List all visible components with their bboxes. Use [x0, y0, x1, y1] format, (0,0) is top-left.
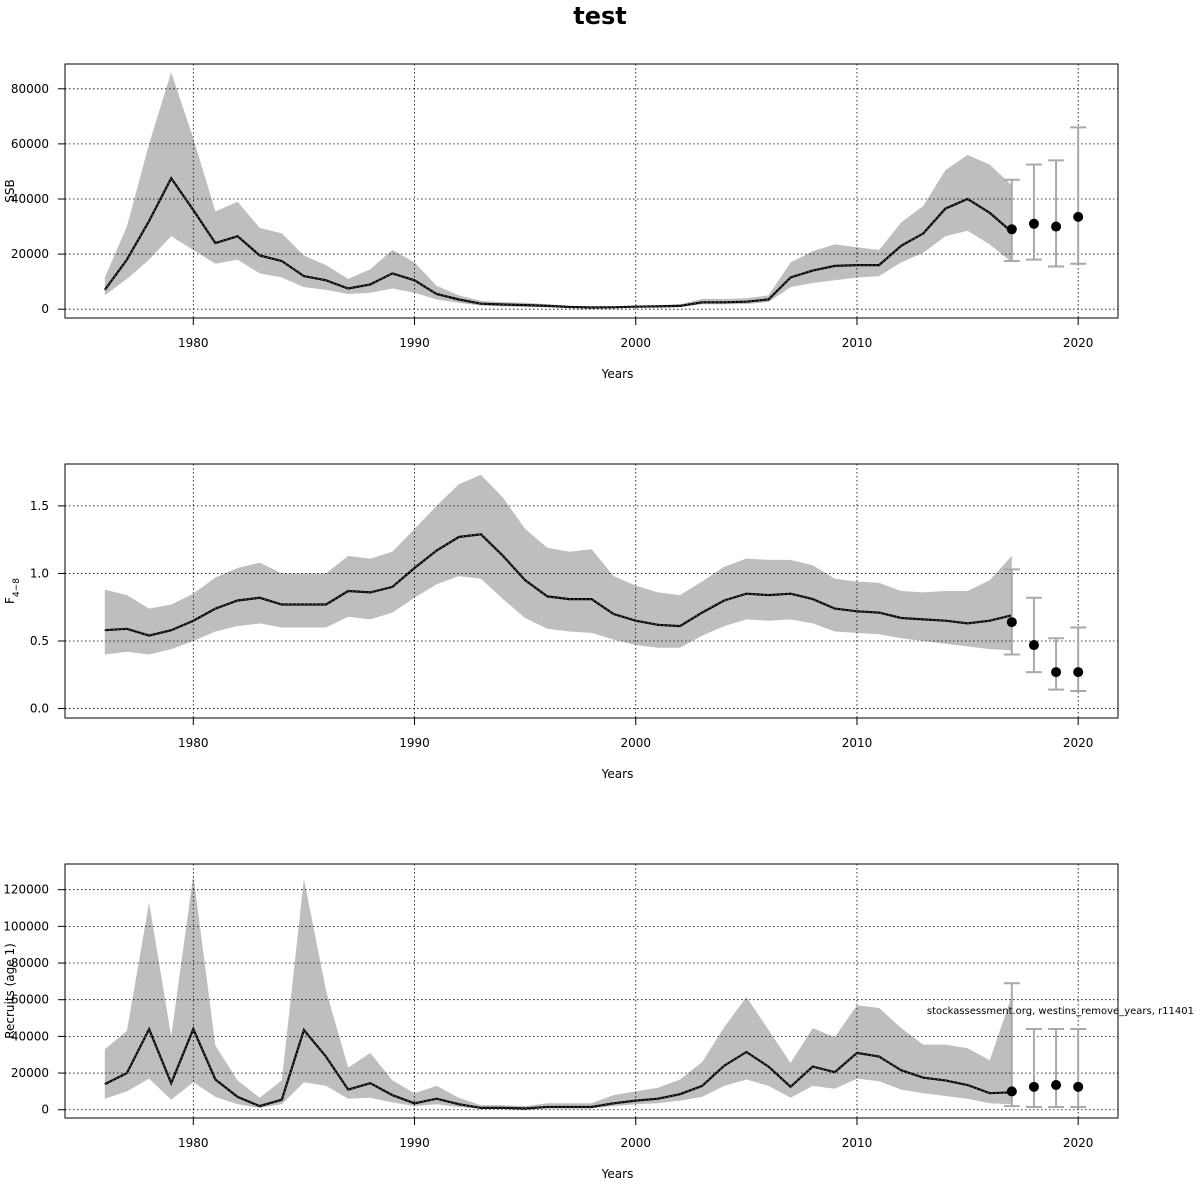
- recruits-forecast-point-2019: [1051, 1079, 1062, 1090]
- recruits-plot-frame: [64, 863, 1119, 1119]
- f-ytick-label-1.5: 1.5: [30, 499, 49, 513]
- recruits-xtick-label-2010: 2010: [842, 1136, 873, 1150]
- ssb-forecast-point-2020: [1073, 211, 1084, 222]
- ssb-plot-frame: [64, 63, 1119, 319]
- f-ytick-label-1.0: 1.0: [30, 566, 49, 580]
- ssb-forecast-point-2018: [1028, 218, 1039, 229]
- ssb-estimate-line-dots: [104, 177, 1013, 309]
- panel-fishing-mortality: 1980 1990 2000 2010 2020 0.0 0.5 1.0 1.5 Years F4−…: [3, 463, 1119, 781]
- ssb-xlabel: Years: [601, 367, 634, 381]
- recruits-ytick-label-100000: 100000: [3, 919, 49, 933]
- recruits-xtick-label-2000: 2000: [620, 1136, 651, 1150]
- f-xtick-label-1990: 1990: [399, 736, 430, 750]
- footnote: stockassessment.org, westins_remove_year…: [927, 1006, 1194, 1017]
- recruits-ytick-label-20000: 20000: [11, 1066, 49, 1080]
- panel-recruits: 1980 1990 2000 2010 2020 0 20000 40000 60000 8000…: [3, 863, 1119, 1181]
- ssb-forecast-point-2019: [1051, 221, 1062, 232]
- recruits-xtick-label-2020: 2020: [1063, 1136, 1094, 1150]
- recruits-forecast-point-2017: [1006, 1086, 1017, 1097]
- recruits-ytick-label-80000: 80000: [11, 956, 49, 970]
- chart-title: test: [573, 2, 627, 30]
- recruits-xtick-label-1990: 1990: [399, 1136, 430, 1150]
- recruits-forecast-point-2020: [1073, 1081, 1084, 1092]
- ssb-xtick-label-2010: 2010: [842, 336, 873, 350]
- recruits-ylabel: Recruits (age 1): [3, 943, 17, 1039]
- f-confidence-band: [104, 474, 1012, 655]
- ssb-forecast-point-2017: [1006, 224, 1017, 235]
- f-plot-frame: [64, 463, 1119, 719]
- ssb-xtick-label-1980: 1980: [178, 336, 209, 350]
- ssb-confidence-band: [104, 72, 1012, 309]
- recruits-ytick-label-0: 0: [41, 1103, 49, 1117]
- recruits-ytick-label-120000: 120000: [3, 883, 49, 897]
- recruits-forecast-point-2018: [1028, 1081, 1039, 1092]
- f-xtick-label-1980: 1980: [178, 736, 209, 750]
- f-xtick-label-2000: 2000: [620, 736, 651, 750]
- ssb-ytick-label-20000: 20000: [11, 247, 49, 261]
- recruits-xlabel: Years: [601, 1167, 634, 1181]
- ssb-xtick-label-1990: 1990: [399, 336, 430, 350]
- panel-ssb: 1980 1990 2000 2010 2020 0 20000 40000 60000 8000…: [3, 63, 1119, 381]
- f-forecast-point-2019: [1051, 667, 1062, 678]
- f-ylabel-subscript: 4−8: [12, 578, 22, 597]
- f-xlabel: Years: [601, 767, 634, 781]
- f-xtick-label-2010: 2010: [842, 736, 873, 750]
- ssb-ytick-label-60000: 60000: [11, 137, 49, 151]
- ssb-ylabel: SSB: [3, 179, 17, 202]
- ssb-ytick-label-80000: 80000: [11, 82, 49, 96]
- f-xtick-label-2020: 2020: [1063, 736, 1094, 750]
- f-forecast-point-2020: [1073, 667, 1084, 678]
- ssb-xtick-label-2020: 2020: [1063, 336, 1094, 350]
- f-ylabel: F4−8: [3, 578, 22, 604]
- recruits-ytick-label-40000: 40000: [11, 1029, 49, 1043]
- f-ytick-label-0.5: 0.5: [30, 634, 49, 648]
- ssb-xtick-label-2000: 2000: [620, 336, 651, 350]
- f-forecast-point-2017: [1006, 617, 1017, 628]
- recruits-xtick-label-1980: 1980: [178, 1136, 209, 1150]
- recruits-estimate-line-dots: [104, 1027, 1012, 1110]
- f-ytick-label-0.0: 0.0: [30, 702, 49, 716]
- recruits-confidence-band: [104, 875, 1012, 1109]
- ssb-ytick-label-40000: 40000: [11, 192, 49, 206]
- f-estimate-line-dots: [104, 533, 1012, 637]
- ssb-ytick-label-0: 0: [41, 302, 49, 316]
- f-forecast-point-2018: [1028, 640, 1039, 651]
- recruits-ytick-label-60000: 60000: [11, 993, 49, 1007]
